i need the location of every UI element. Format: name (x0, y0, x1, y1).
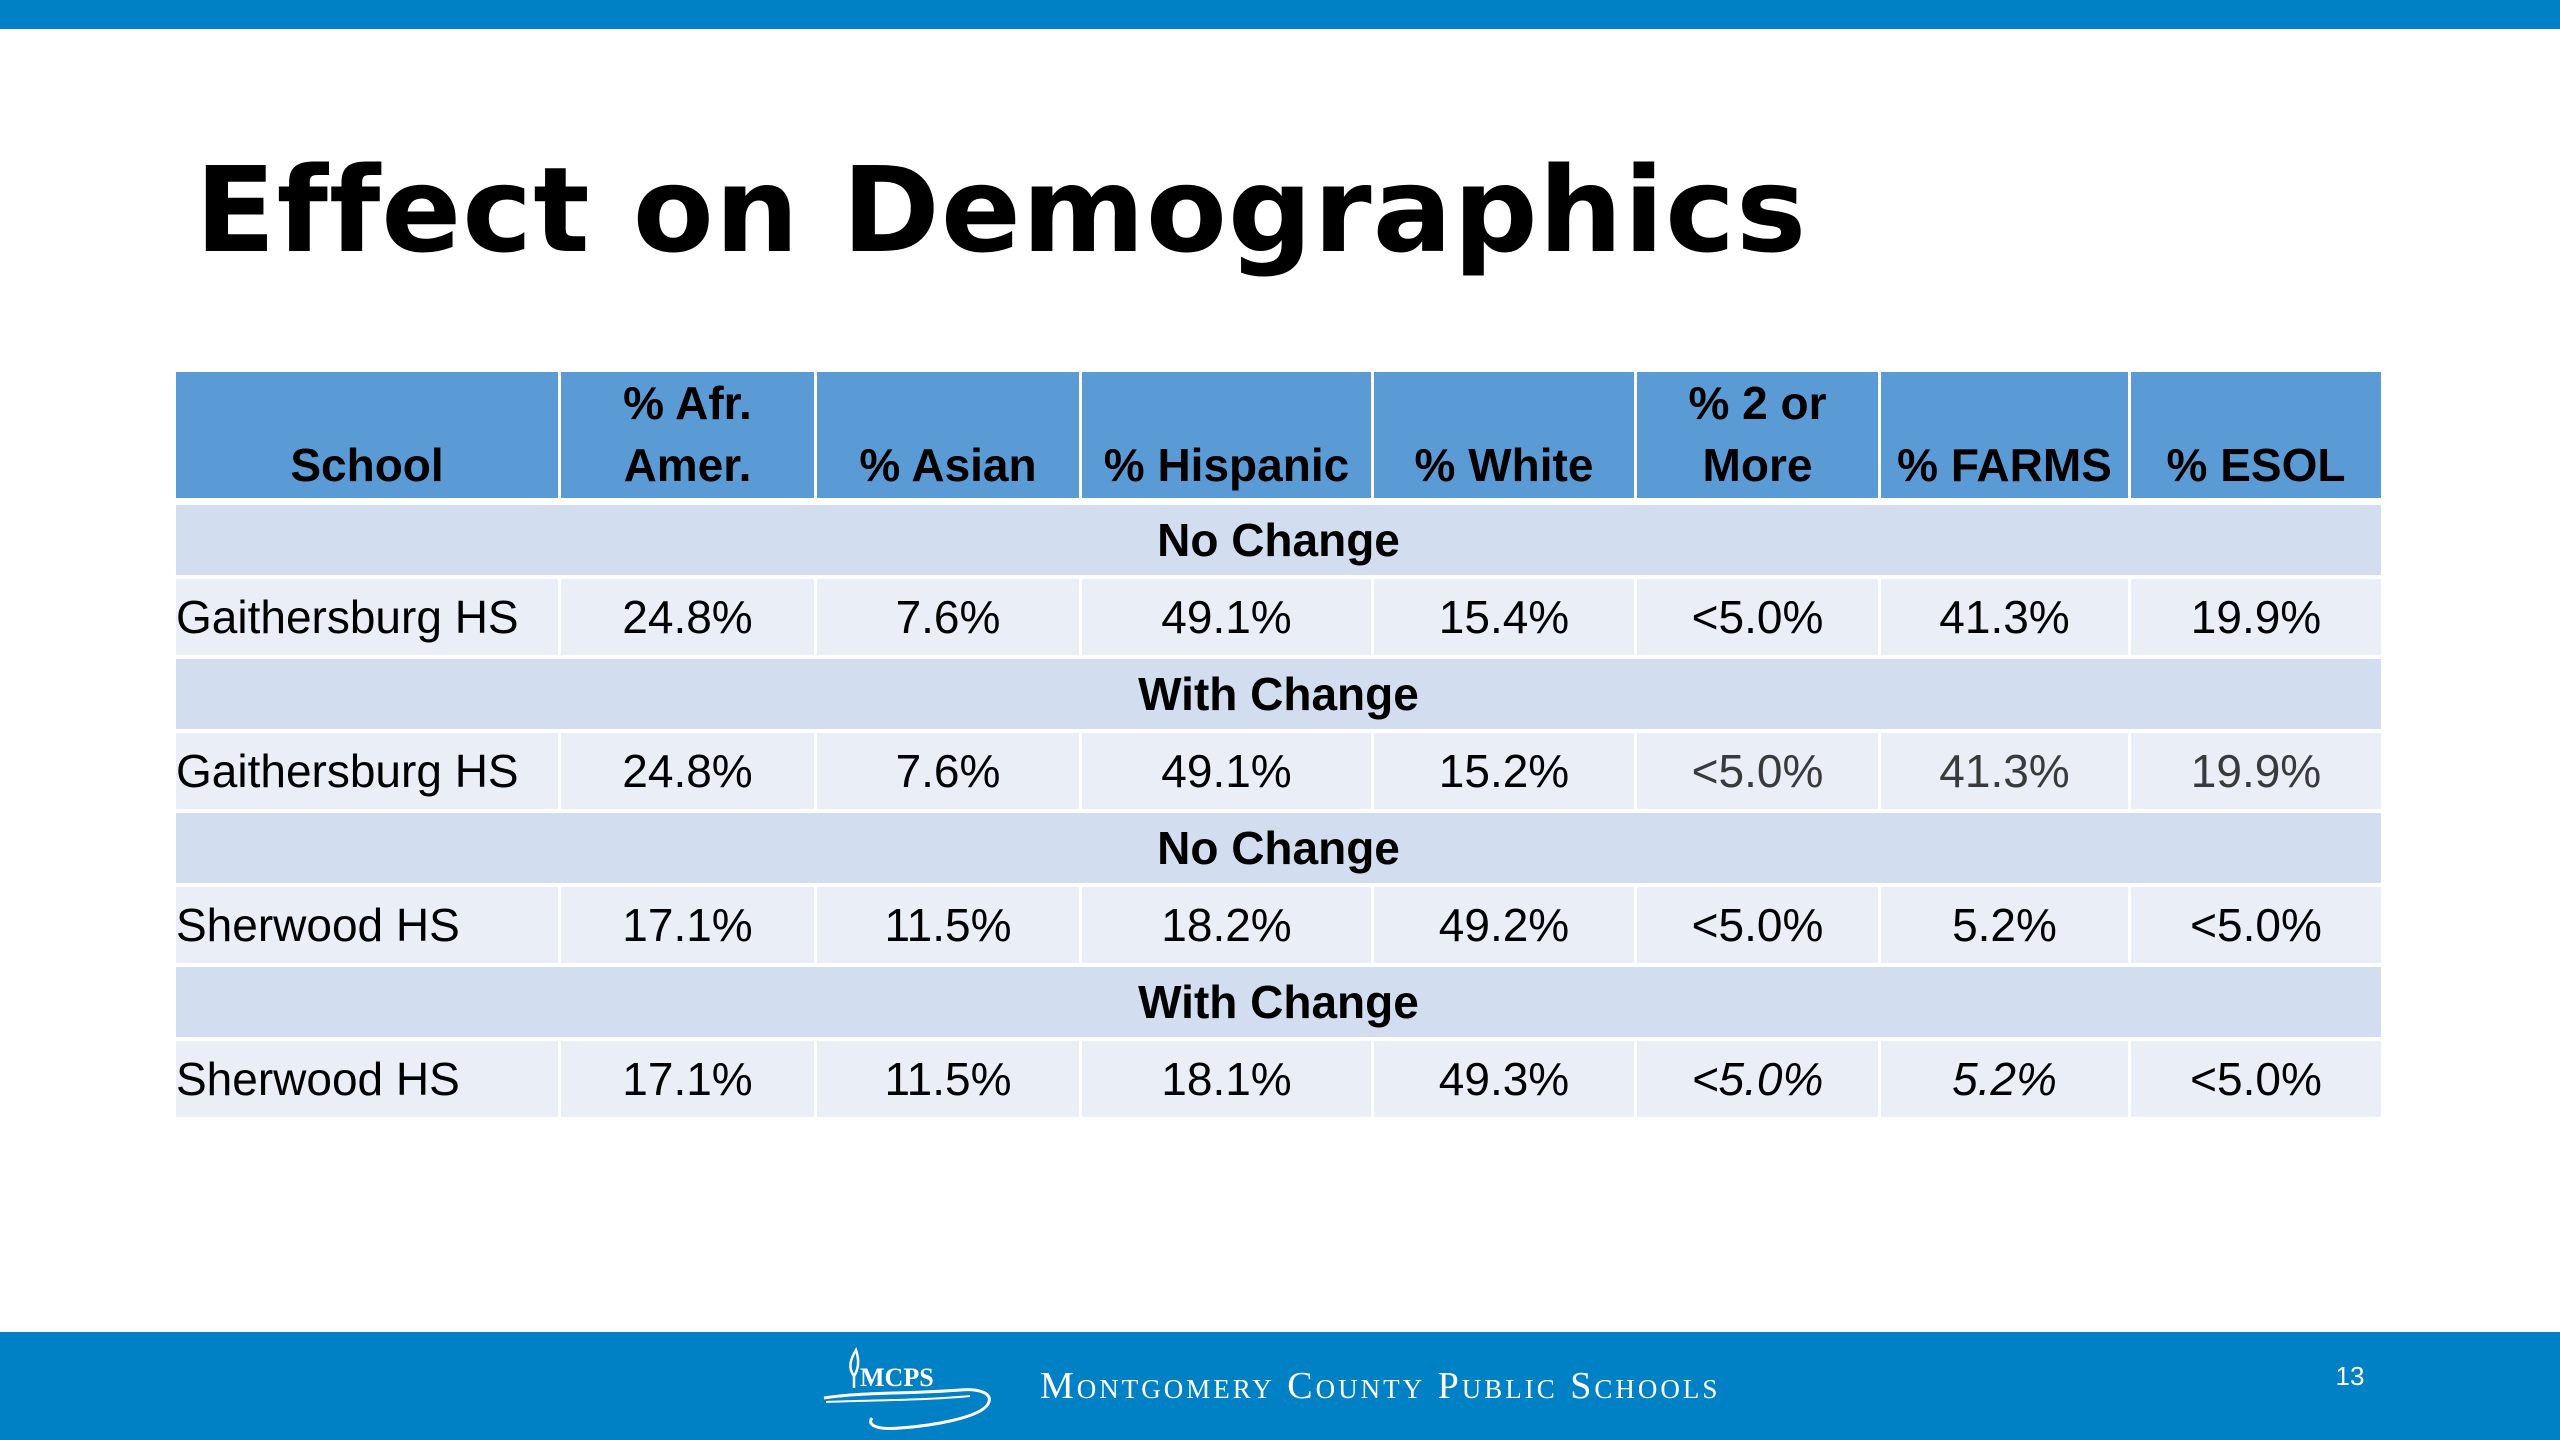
afr-amer-cell: 17.1% (561, 1041, 814, 1121)
svg-text:MCPS: MCPS (860, 1363, 934, 1392)
esol-cell: 19.9% (2131, 733, 2381, 813)
section-label: With Change (176, 967, 2381, 1041)
table-row: Gaithersburg HS 24.8% 7.6% 49.1% 15.4% <… (176, 579, 2381, 659)
table-row: Sherwood HS 17.1% 11.5% 18.2% 49.2% <5.0… (176, 887, 2381, 967)
school-cell: Gaithersburg HS (176, 579, 558, 659)
mcps-logo: MCPS (823, 1347, 991, 1430)
header-afr-amer: % Afr. Amer. (561, 372, 814, 505)
farms-cell: 41.3% (1881, 733, 2128, 813)
header-white: % White (1374, 372, 1634, 505)
hispanic-cell: 18.1% (1082, 1041, 1371, 1121)
section-row-with-change: With Change (176, 659, 2381, 733)
white-cell: 49.3% (1374, 1041, 1634, 1121)
esol-cell: <5.0% (2131, 887, 2381, 967)
demographics-table-container: School % Afr. Amer. % Asian % Hispanic % … (176, 372, 2384, 1121)
school-cell: Sherwood HS (176, 1041, 558, 1121)
white-cell: 49.2% (1374, 887, 1634, 967)
esol-cell: <5.0% (2131, 1041, 2381, 1121)
two-or-more-cell: <5.0% (1637, 733, 1878, 813)
section-row-with-change: With Change (176, 967, 2381, 1041)
organization-name: Montgomery County Public Schools (1040, 1365, 1721, 1407)
section-label: No Change (176, 813, 2381, 887)
demographics-table: School % Afr. Amer. % Asian % Hispanic % … (173, 372, 2384, 1121)
header-farms: % FARMS (1881, 372, 2128, 505)
header-esol: % ESOL (2131, 372, 2381, 505)
two-or-more-cell: <5.0% (1637, 1041, 1878, 1121)
header-hispanic: % Hispanic (1082, 372, 1371, 505)
white-cell: 15.4% (1374, 579, 1634, 659)
table-row: Sherwood HS 17.1% 11.5% 18.1% 49.3% <5.0… (176, 1041, 2381, 1121)
page-number: 13 (2335, 1361, 2365, 1391)
section-row-no-change: No Change (176, 813, 2381, 887)
asian-cell: 7.6% (817, 579, 1079, 659)
header-asian: % Asian (817, 372, 1079, 505)
header-school: School (176, 372, 558, 505)
slide-title: Effect on Demographics (195, 141, 1808, 279)
hispanic-cell: 49.1% (1082, 733, 1371, 813)
section-label: No Change (176, 505, 2381, 579)
top-accent-bar (0, 0, 2560, 29)
farms-cell: 5.2% (1881, 1041, 2128, 1121)
table-header-row: School % Afr. Amer. % Asian % Hispanic % … (176, 372, 2381, 505)
asian-cell: 11.5% (817, 1041, 1079, 1121)
asian-cell: 7.6% (817, 733, 1079, 813)
farms-cell: 5.2% (1881, 887, 2128, 967)
section-row-no-change: No Change (176, 505, 2381, 579)
asian-cell: 11.5% (817, 887, 1079, 967)
school-cell: Gaithersburg HS (176, 733, 558, 813)
header-two-or-more: % 2 or More (1637, 372, 1878, 505)
afr-amer-cell: 24.8% (561, 579, 814, 659)
afr-amer-cell: 17.1% (561, 887, 814, 967)
two-or-more-cell: <5.0% (1637, 887, 1878, 967)
two-or-more-cell: <5.0% (1637, 579, 1878, 659)
white-cell: 15.2% (1374, 733, 1634, 813)
hispanic-cell: 18.2% (1082, 887, 1371, 967)
school-cell: Sherwood HS (176, 887, 558, 967)
farms-cell: 41.3% (1881, 579, 2128, 659)
esol-cell: 19.9% (2131, 579, 2381, 659)
section-label: With Change (176, 659, 2381, 733)
footer-bar: MCPS Montgomery County Public Schools 13 (0, 1332, 2560, 1440)
table-row: Gaithersburg HS 24.8% 7.6% 49.1% 15.2% <… (176, 733, 2381, 813)
hispanic-cell: 49.1% (1082, 579, 1371, 659)
afr-amer-cell: 24.8% (561, 733, 814, 813)
